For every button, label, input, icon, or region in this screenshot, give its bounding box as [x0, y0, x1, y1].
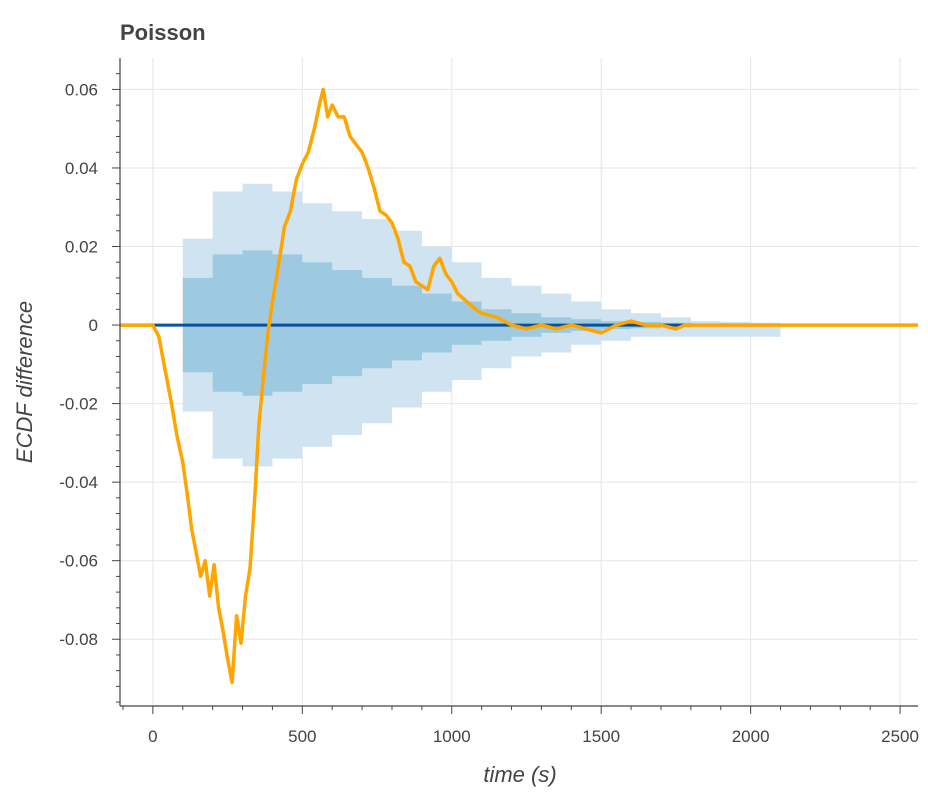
y-tick-label-4: 0 — [89, 316, 98, 335]
x-tick-label-1: 500 — [288, 727, 316, 746]
x-axis-label: time (s) — [483, 762, 556, 787]
y-axis-label: ECDF difference — [12, 301, 37, 463]
x-tick-label-3: 1500 — [582, 727, 620, 746]
series-lines — [120, 87, 918, 685]
x-tick-label-2: 1000 — [433, 727, 471, 746]
y-tick-label-1: -0.06 — [59, 552, 98, 571]
inner-band — [152, 250, 691, 396]
axes — [119, 58, 918, 707]
y-axis-ticks: -0.08 -0.06 -0.04 -0.02 0 0.02 0.04 0.06 — [59, 73, 120, 703]
x-tick-label-4: 2000 — [732, 727, 770, 746]
y-tick-label-7: 0.06 — [65, 80, 98, 99]
y-tick-label-2: -0.04 — [59, 473, 98, 492]
observed-line — [120, 87, 918, 685]
x-tick-label-0: 0 — [148, 727, 157, 746]
chart-title: Poisson — [120, 20, 206, 45]
y-tick-label-6: 0.04 — [65, 159, 98, 178]
x-axis-ticks: 0 500 1000 1500 2000 2500 — [122, 706, 919, 746]
y-tick-label-5: 0.02 — [65, 238, 98, 257]
x-tick-label-5: 2500 — [881, 727, 919, 746]
y-tick-label-0: -0.08 — [59, 630, 98, 649]
y-tick-label-3: -0.02 — [59, 395, 98, 414]
